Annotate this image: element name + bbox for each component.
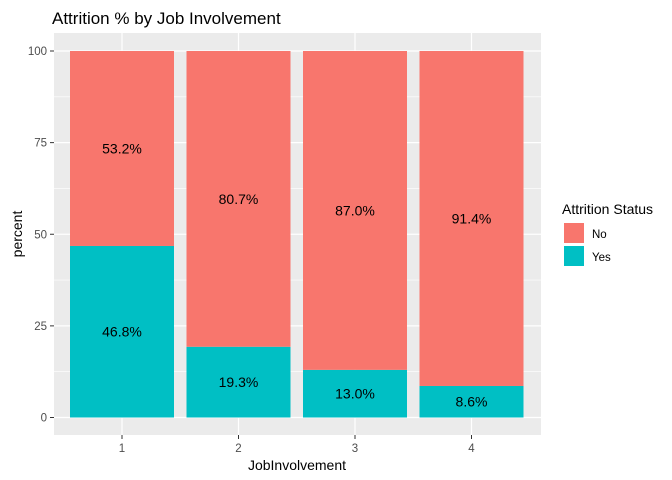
data-label-no-4: 91.4% (452, 210, 492, 226)
y-tick-label: 100 (28, 46, 47, 58)
bars (70, 51, 524, 418)
bar-no-4 (419, 51, 524, 386)
data-label-yes-2: 19.3% (219, 374, 259, 390)
legend-key-yes (564, 246, 584, 266)
data-label-no-1: 53.2% (102, 140, 142, 156)
legend-label-yes: Yes (592, 252, 611, 264)
x-tick-label: 4 (468, 443, 475, 455)
legend-key-no (564, 223, 584, 243)
bar-no-2 (186, 51, 291, 347)
y-tick-label: 0 (41, 413, 47, 425)
y-tick-label: 75 (34, 138, 47, 150)
data-label-no-3: 87.0% (335, 202, 375, 218)
x-axis-title: JobInvolvement (248, 457, 346, 473)
legend-label-no: No (592, 229, 607, 241)
y-axis-title: percent (9, 211, 25, 258)
data-label-yes-3: 13.0% (335, 386, 375, 402)
data-label-no-2: 80.7% (219, 191, 259, 207)
x-tick-label: 2 (235, 443, 241, 455)
x-tick-label: 3 (352, 443, 358, 455)
bar-no-3 (303, 51, 407, 370)
bar-yes-3 (303, 369, 407, 418)
x-axis: 1 2 3 4 (119, 435, 475, 455)
bar-no-1 (70, 51, 174, 246)
y-tick-label: 25 (34, 321, 47, 333)
y-tick-label: 50 (34, 229, 47, 241)
legend: Attrition Status No Yes (562, 201, 653, 266)
bar-yes-1 (70, 245, 174, 418)
x-tick-label: 1 (119, 443, 125, 455)
chart-title: Attrition % by Job Involvement (52, 9, 281, 28)
data-label-yes-4: 8.6% (456, 394, 488, 410)
bar-yes-4 (419, 385, 524, 418)
y-axis: 0 25 50 75 100 (28, 46, 54, 425)
bar-yes-2 (186, 346, 291, 418)
data-label-yes-1: 46.8% (102, 324, 142, 340)
data-labels: 46.8% 53.2% 19.3% 80.7% 13.0% 87.0% 8.6% 91.4% (102, 140, 491, 409)
legend-title: Attrition Status (562, 201, 653, 217)
